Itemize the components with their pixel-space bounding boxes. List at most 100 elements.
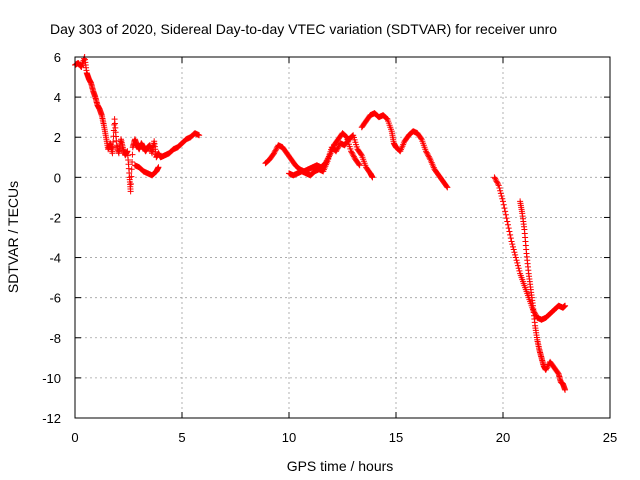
data-point-marker bbox=[348, 149, 355, 156]
data-point-marker bbox=[493, 178, 500, 185]
data-point-marker bbox=[155, 164, 162, 171]
y-tick-label: 2 bbox=[54, 130, 61, 145]
data-point-marker bbox=[350, 153, 357, 160]
y-tick-label: -10 bbox=[42, 371, 61, 386]
data-point-marker bbox=[349, 150, 356, 157]
data-point-marker bbox=[510, 246, 517, 253]
data-point-marker bbox=[422, 148, 429, 155]
data-point-marker bbox=[509, 241, 516, 248]
data-point-marker bbox=[271, 148, 278, 155]
data-point-marker bbox=[417, 135, 424, 142]
data-point-marker bbox=[423, 149, 430, 156]
data-point-marker bbox=[271, 150, 278, 157]
data-point-marker bbox=[343, 133, 350, 140]
y-tick-label: -12 bbox=[42, 411, 61, 426]
y-tick-label: -2 bbox=[49, 210, 61, 225]
x-tick-label: 5 bbox=[178, 430, 185, 445]
data-point-marker bbox=[424, 150, 431, 157]
plot-frame bbox=[74, 56, 611, 419]
data-point-marker bbox=[543, 365, 550, 372]
data-point-marker bbox=[562, 386, 569, 393]
data-point-marker bbox=[109, 150, 116, 157]
data-point-marker bbox=[111, 121, 118, 128]
data-point-marker bbox=[502, 208, 509, 215]
data-point-marker bbox=[444, 184, 451, 191]
x-tick-label: 20 bbox=[496, 430, 510, 445]
y-tick-label: -8 bbox=[49, 331, 61, 346]
data-point-marker bbox=[516, 267, 523, 274]
y-tick-label: -4 bbox=[49, 251, 61, 266]
data-point-marker bbox=[500, 198, 506, 205]
data-point-marker bbox=[502, 211, 509, 218]
data-point-marker bbox=[333, 146, 340, 153]
data-point-marker bbox=[356, 162, 363, 169]
data-point-marker bbox=[506, 228, 513, 235]
data-point-marker bbox=[273, 146, 280, 153]
data-point-marker bbox=[425, 153, 432, 160]
data-point-marker bbox=[498, 193, 505, 200]
data-point-marker bbox=[494, 179, 501, 186]
data-point-marker bbox=[507, 231, 514, 238]
data-point-marker bbox=[500, 201, 507, 208]
data-point-marker bbox=[511, 249, 518, 256]
data-point-marker bbox=[358, 151, 365, 158]
data-point-marker bbox=[128, 166, 135, 173]
grid-lines bbox=[75, 57, 610, 418]
x-tick-label: 15 bbox=[389, 430, 403, 445]
data-point-marker bbox=[512, 254, 519, 261]
data-point-marker bbox=[129, 158, 136, 165]
data-points bbox=[72, 54, 569, 393]
data-point-marker bbox=[512, 251, 519, 258]
data-point-marker bbox=[514, 259, 521, 266]
data-point-marker bbox=[508, 238, 515, 245]
data-point-marker bbox=[196, 132, 203, 139]
x-tick-label: 0 bbox=[71, 430, 78, 445]
data-point-marker bbox=[127, 181, 134, 188]
data-point-marker bbox=[544, 364, 551, 371]
data-point-marker bbox=[492, 175, 499, 182]
data-point-marker bbox=[492, 177, 499, 184]
data-point-marker bbox=[507, 235, 514, 242]
data-point-marker bbox=[497, 187, 504, 194]
data-point-marker bbox=[335, 144, 342, 151]
data-point-marker bbox=[128, 173, 135, 180]
data-point-marker bbox=[504, 221, 511, 228]
data-point-marker bbox=[495, 181, 502, 188]
data-point-marker bbox=[503, 215, 510, 222]
data-point-marker bbox=[542, 366, 549, 373]
data-point-marker bbox=[509, 243, 516, 250]
data-point-marker bbox=[369, 174, 376, 181]
data-point-marker bbox=[497, 190, 504, 197]
data-point-marker bbox=[334, 145, 341, 152]
y-axis-label: SDTVAR / TECUs bbox=[5, 181, 21, 293]
data-point-marker bbox=[499, 195, 506, 202]
data-point-marker bbox=[383, 114, 390, 121]
x-tick-label: 25 bbox=[603, 430, 617, 445]
data-point-marker bbox=[495, 182, 502, 189]
data-point-marker bbox=[110, 138, 117, 145]
data-point-marker bbox=[127, 188, 134, 195]
data-point-marker bbox=[504, 218, 511, 225]
data-point-marker bbox=[426, 154, 433, 161]
data-point-marker bbox=[513, 257, 520, 264]
x-axis-label: GPS time / hours bbox=[287, 458, 394, 474]
data-point-marker bbox=[355, 161, 362, 168]
data-point-marker bbox=[333, 148, 340, 155]
data-point-marker bbox=[514, 262, 521, 269]
y-tick-label: -6 bbox=[49, 291, 61, 306]
data-point-marker bbox=[505, 225, 512, 232]
data-point-marker bbox=[425, 152, 432, 159]
data-point-marker bbox=[515, 265, 522, 272]
data-point-marker bbox=[562, 302, 569, 309]
data-point-marker bbox=[129, 151, 136, 158]
chart-title: Day 303 of 2020, Sidereal Day-to-day VTE… bbox=[50, 21, 557, 37]
y-tick-label: 0 bbox=[54, 170, 61, 185]
data-point-marker bbox=[491, 174, 498, 181]
x-tick-label: 10 bbox=[282, 430, 296, 445]
y-tick-label: 6 bbox=[54, 50, 61, 65]
data-point-marker bbox=[350, 152, 357, 159]
data-point-marker bbox=[443, 183, 450, 190]
data-point-marker bbox=[272, 147, 279, 154]
